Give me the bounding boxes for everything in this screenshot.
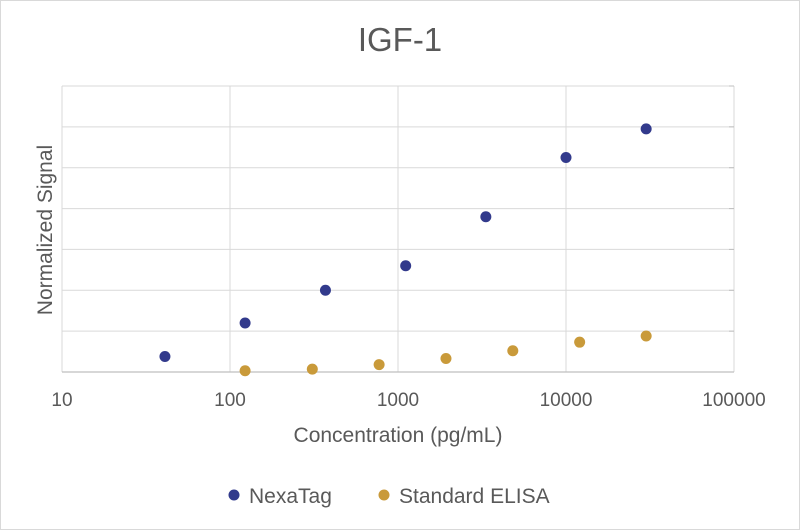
data-point-standard-elisa — [574, 336, 586, 348]
y-axis-title: Normalized Signal — [34, 145, 57, 315]
data-point-standard-elisa — [306, 363, 318, 375]
data-point-nexatag — [480, 211, 492, 223]
legend: NexaTag Standard ELISA — [228, 485, 550, 508]
legend-marker — [228, 489, 240, 501]
data-point-standard-elisa — [507, 345, 519, 357]
x-tick-label: 100 — [214, 390, 246, 411]
x-axis-title: Concentration (pg/mL) — [294, 424, 503, 447]
data-point-nexatag — [159, 350, 171, 362]
data-point-nexatag — [640, 123, 652, 135]
x-tick-label: 1000 — [377, 390, 419, 411]
legend-label: NexaTag — [249, 485, 332, 508]
chart-title: IGF-1 — [358, 21, 442, 58]
x-tick-label: 10000 — [540, 390, 593, 411]
data-point-nexatag — [319, 284, 331, 296]
data-point-standard-elisa — [373, 359, 385, 371]
data-point-standard-elisa — [239, 365, 251, 377]
data-point-standard-elisa — [640, 330, 652, 342]
x-tick-label: 10 — [51, 390, 72, 411]
data-point-nexatag — [400, 260, 412, 272]
data-point-nexatag — [560, 152, 572, 163]
x-tick-label: 100000 — [702, 390, 765, 411]
legend-marker — [378, 489, 390, 501]
data-point-nexatag — [239, 317, 251, 329]
plot-area: 10 100 1000 10000 100000 — [51, 85, 766, 411]
legend-label: Standard ELISA — [399, 485, 550, 508]
data-point-standard-elisa — [440, 353, 452, 365]
